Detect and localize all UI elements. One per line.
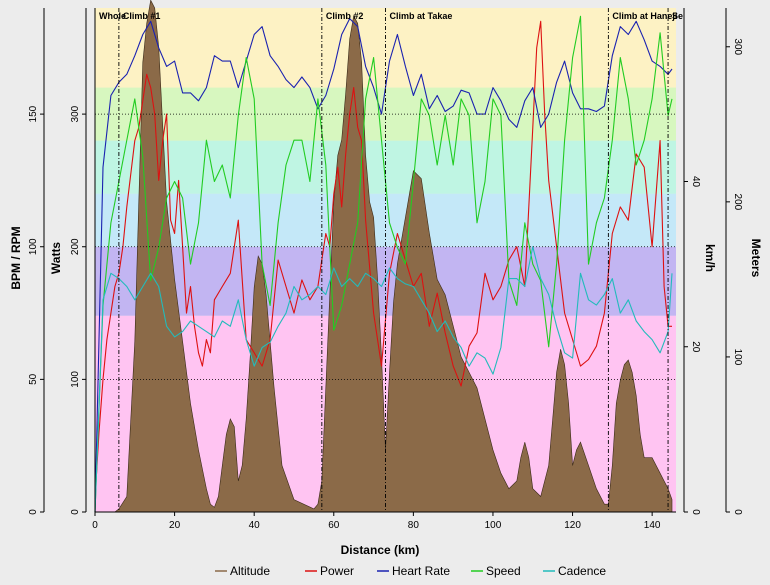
- legend-label-cadence: Cadence: [558, 564, 606, 578]
- tick-label-watts: 0: [70, 509, 81, 515]
- legend-label-altitude: Altitude: [230, 564, 270, 578]
- tick-label-watts: 100: [70, 371, 81, 388]
- x-tick-label: 20: [169, 520, 181, 531]
- legend-label-power: Power: [320, 564, 354, 578]
- tick-label-watts: 300: [70, 105, 81, 122]
- tick-label-bpm: 150: [28, 105, 39, 122]
- marker-label: Climb #2: [326, 11, 364, 21]
- x-tick-label: 60: [328, 520, 340, 531]
- tick-label-meters: 300: [732, 38, 743, 55]
- x-tick-label: 40: [249, 520, 261, 531]
- marker-label: Climb at Takae: [390, 11, 453, 21]
- tick-label-meters: 200: [732, 194, 743, 211]
- tick-label-meters: 100: [732, 349, 743, 366]
- y-axis-label-meters: Meters: [749, 239, 763, 278]
- series-altitude: [95, 0, 673, 513]
- y-axis-label-watts: Watts: [49, 242, 63, 275]
- x-tick-label: 80: [408, 520, 420, 531]
- marker-label: Whole: [99, 11, 126, 21]
- tick-label-kmh: 40: [690, 176, 701, 188]
- x-tick-label: 140: [644, 520, 661, 531]
- series-heart-rate: [94, 18, 673, 513]
- marker-label: Climb #1: [123, 11, 161, 21]
- tick-label-kmh: 20: [690, 341, 701, 353]
- x-tick-label: 0: [92, 520, 98, 531]
- tick-label-bpm: 50: [28, 373, 39, 385]
- axes: 0 50 100 150 0 100 200 300 0 20 40 0 100 200 300 0 20 40 6…: [28, 8, 743, 531]
- reference-lines: [95, 113, 676, 380]
- y-axis-label-bpm: BPM / RPM: [9, 226, 23, 289]
- zone-band: [95, 193, 676, 247]
- series-power: [94, 20, 672, 499]
- x-tick-label: 100: [485, 520, 502, 531]
- y-axis-label-kmh: km/h: [703, 244, 717, 272]
- legend-label-speed: Speed: [486, 564, 521, 578]
- series-cadence: [94, 246, 673, 513]
- series-layer: [94, 0, 673, 513]
- marker-label: Se: [672, 11, 683, 21]
- tick-label-watts: 200: [70, 238, 81, 255]
- legend: Altitude Power Heart Rate Speed Cadence: [215, 564, 606, 578]
- marker-label: Climb at Haneji: [612, 11, 677, 21]
- x-axis-label: Distance (km): [341, 543, 420, 557]
- legend-label-heart-rate: Heart Rate: [392, 564, 450, 578]
- tick-label-kmh: 0: [690, 509, 701, 515]
- tick-label-bpm: 100: [28, 238, 39, 255]
- tick-label-bpm: 0: [28, 509, 39, 515]
- x-tick-label: 120: [564, 520, 581, 531]
- tick-label-meters: 0: [732, 509, 743, 515]
